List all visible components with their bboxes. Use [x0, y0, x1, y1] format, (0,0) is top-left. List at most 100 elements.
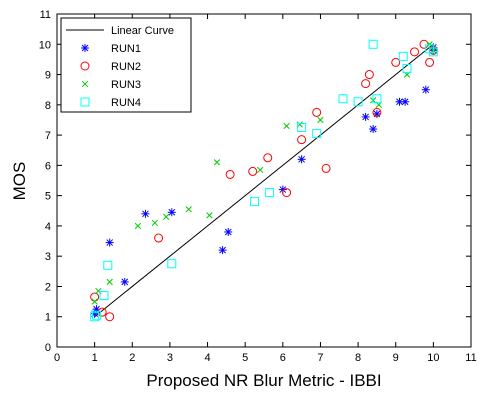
data-point [218, 246, 227, 255]
marker-shape [80, 61, 90, 71]
x-tick-label: 3 [167, 352, 173, 364]
y-tick-label: 11 [40, 9, 51, 21]
legend-marker [81, 44, 89, 52]
data-point [263, 153, 273, 163]
data-point [105, 312, 115, 322]
y-tick-label: 7 [45, 130, 51, 142]
data-point [103, 260, 113, 270]
marker-shape [338, 94, 348, 104]
marker-shape [90, 312, 100, 322]
data-point [206, 212, 213, 219]
data-point [372, 107, 382, 117]
marker-stroke [279, 186, 287, 193]
marker-stroke [422, 86, 430, 94]
marker-stroke [219, 246, 226, 254]
data-point [369, 125, 378, 134]
marker-shape [391, 57, 401, 67]
legend-entry: Linear Curve [66, 25, 174, 37]
data-point [134, 222, 142, 230]
x-tick-label: 5 [242, 352, 248, 364]
data-point [224, 227, 233, 236]
marker-stroke [401, 98, 409, 106]
marker-shape [312, 107, 322, 117]
data-point [361, 112, 370, 121]
data-point [105, 238, 114, 247]
y-tick-label: 0 [45, 342, 51, 354]
marker-stroke [81, 44, 89, 52]
data-point [419, 39, 429, 49]
marker-shape [321, 163, 331, 173]
data-point [185, 206, 192, 213]
data-point [257, 166, 264, 174]
marker-shape [398, 51, 408, 61]
legend-label: RUN3 [111, 79, 141, 91]
legend-entry: RUN2 [80, 61, 141, 73]
data-point [425, 57, 435, 67]
marker-stroke [362, 113, 369, 121]
marker-shape [103, 260, 113, 270]
data-point [297, 135, 307, 145]
data-point [265, 188, 275, 198]
data-point [317, 116, 324, 124]
data-point [297, 155, 306, 164]
data-point [421, 85, 430, 94]
series-run2 [90, 39, 438, 322]
marker-shape [92, 310, 102, 320]
marker-shape [364, 70, 374, 80]
marker-stroke [257, 166, 264, 174]
marker-shape [419, 39, 429, 49]
data-point [167, 259, 177, 269]
data-point [154, 233, 164, 243]
legend: Linear Curve RUN1 RUN2 RUN3 RUN4 [60, 17, 192, 113]
legend-label: Linear Curve [111, 25, 174, 37]
y-tick-label: 2 [45, 281, 51, 293]
x-tick-label: 0 [54, 352, 60, 364]
data-point [213, 159, 221, 166]
data-point [167, 208, 176, 217]
data-point [428, 47, 438, 57]
data-point [368, 39, 378, 49]
y-tick-label: 4 [45, 221, 51, 233]
data-point [401, 97, 410, 106]
marker-stroke [142, 210, 149, 218]
legend-label: RUN4 [111, 97, 141, 109]
x-axis-label: Proposed NR Blur Metric - IBBI [146, 371, 381, 390]
data-point [312, 129, 322, 139]
y-tick-label: 3 [45, 251, 51, 263]
marker-stroke [121, 278, 129, 286]
marker-shape [361, 79, 371, 89]
marker-shape [428, 47, 438, 57]
data-point [402, 63, 412, 73]
data-point [312, 107, 322, 117]
marker-shape [425, 57, 435, 67]
legend-entry: RUN3 [81, 79, 141, 91]
data-point [297, 123, 307, 133]
legend-entry: RUN4 [80, 97, 141, 109]
x-tick-label: 1 [92, 352, 98, 364]
marker-shape [402, 63, 412, 73]
marker-stroke [81, 80, 89, 88]
marker-shape [154, 233, 164, 243]
marker-stroke [134, 222, 142, 230]
linear-curve-line [94, 43, 434, 318]
y-tick-label: 10 [39, 39, 51, 51]
legend-entries: Linear Curve RUN1 RUN2 RUN3 RUN4 [66, 25, 174, 109]
data-point [250, 197, 260, 207]
marker-shape [97, 307, 107, 317]
marker-shape [282, 188, 292, 198]
marker-shape [353, 97, 363, 107]
legend-marker [81, 80, 89, 88]
y-axis-label: MOS [10, 162, 29, 201]
x-tick-label: 8 [355, 352, 361, 364]
marker-shape [250, 197, 260, 207]
y-tick-label: 9 [45, 70, 51, 82]
x-tick-label: 7 [317, 352, 323, 364]
y-tick-label: 6 [45, 160, 51, 172]
legend-label: RUN2 [111, 61, 141, 73]
marker-stroke [162, 213, 170, 220]
data-point [395, 97, 404, 106]
marker-shape [167, 259, 177, 269]
data-point [92, 310, 102, 320]
marker-shape [248, 166, 258, 176]
marker-stroke [95, 287, 102, 295]
